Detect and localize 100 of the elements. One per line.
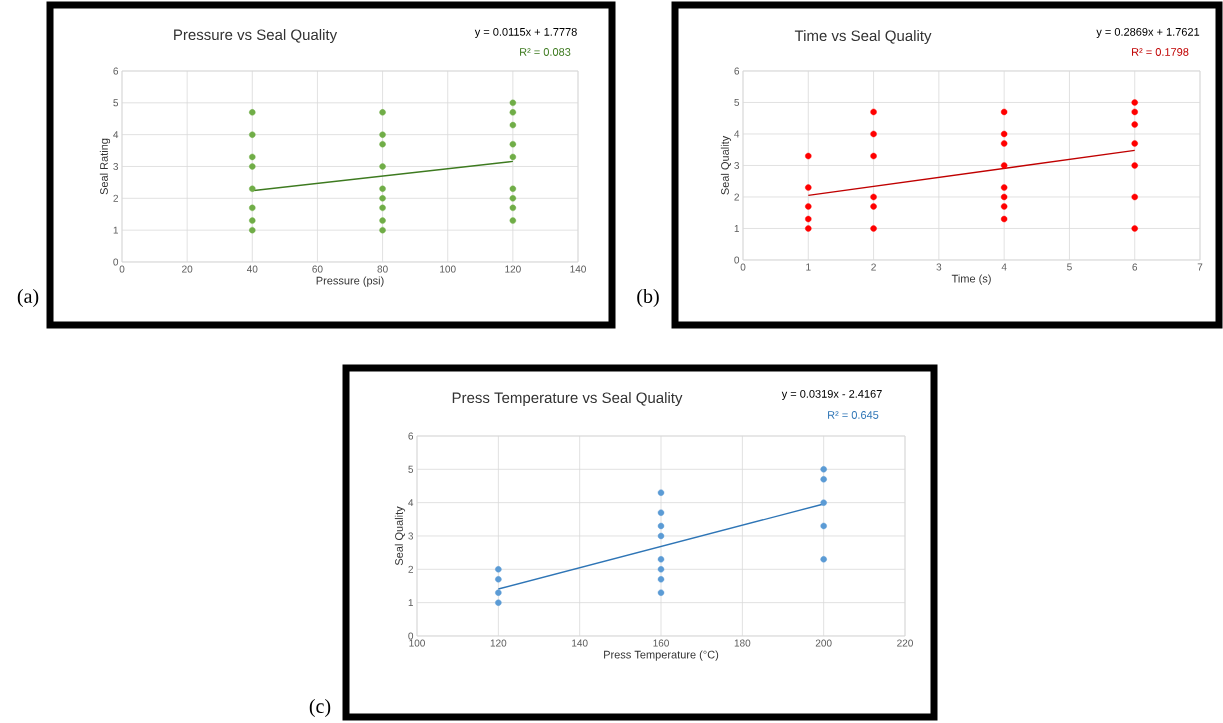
x-tick-label: 3 bbox=[936, 263, 942, 271]
point bbox=[657, 509, 665, 516]
point bbox=[495, 599, 502, 606]
point bbox=[379, 217, 386, 224]
y-tick-label: 2 bbox=[408, 565, 413, 573]
text: (c) bbox=[309, 698, 331, 718]
text: R² = 0.1798 bbox=[1132, 48, 1189, 56]
point bbox=[1131, 140, 1138, 147]
point bbox=[249, 185, 256, 192]
point bbox=[657, 589, 665, 596]
text: (b) bbox=[637, 288, 659, 308]
point bbox=[820, 466, 827, 473]
x-tick-label: 2 bbox=[871, 263, 876, 271]
point bbox=[509, 141, 517, 148]
y-tick-label: 5 bbox=[734, 99, 740, 106]
y-tick-label: 5 bbox=[113, 99, 119, 107]
y-tick-label: 3 bbox=[113, 162, 119, 171]
x-tick-label: 7 bbox=[1197, 263, 1203, 271]
point bbox=[657, 489, 665, 496]
point bbox=[1000, 130, 1008, 138]
point bbox=[657, 556, 665, 563]
x-tick-label: 120 bbox=[505, 265, 521, 273]
y-tick-label: 3 bbox=[734, 161, 740, 170]
y-tick-label: 5 bbox=[408, 465, 414, 473]
x-tick-label: 40 bbox=[246, 265, 258, 273]
y-axis-title: Seal Quality bbox=[394, 506, 406, 566]
point bbox=[379, 204, 386, 212]
point bbox=[379, 131, 386, 138]
point bbox=[1131, 162, 1138, 169]
point bbox=[805, 215, 812, 223]
point bbox=[509, 204, 517, 212]
point bbox=[1000, 193, 1008, 201]
point bbox=[1131, 108, 1138, 116]
x-tick-label: 160 bbox=[653, 639, 669, 647]
y-tick-label: 6 bbox=[734, 67, 740, 75]
point bbox=[657, 576, 665, 583]
text: R² = 0.645 bbox=[828, 411, 879, 419]
x-tick-label: 140 bbox=[570, 265, 586, 273]
point bbox=[870, 193, 877, 201]
point bbox=[379, 185, 386, 192]
point bbox=[379, 163, 386, 170]
x-tick-label: 60 bbox=[312, 265, 323, 273]
text: (a) bbox=[17, 288, 39, 308]
point bbox=[509, 185, 517, 192]
point bbox=[1131, 99, 1138, 106]
point bbox=[249, 153, 256, 161]
point bbox=[509, 121, 517, 129]
y-tick-label: 4 bbox=[734, 130, 740, 138]
y-tick-label: 6 bbox=[408, 432, 414, 440]
chart-title: Press Temperature vs Seal Quality bbox=[452, 392, 683, 406]
point bbox=[805, 225, 812, 232]
x-tick-label: 5 bbox=[1067, 263, 1072, 271]
text: y = 0.0319x - 2.4167 bbox=[781, 390, 882, 400]
point bbox=[495, 589, 502, 596]
point bbox=[870, 108, 877, 116]
point bbox=[1000, 184, 1008, 191]
point bbox=[805, 203, 812, 210]
chart-title: Pressure vs Seal Quality bbox=[174, 29, 338, 44]
point bbox=[249, 226, 256, 234]
x-tick-label: 20 bbox=[182, 265, 193, 273]
point bbox=[657, 566, 665, 573]
point bbox=[509, 109, 517, 116]
y-tick-label: 4 bbox=[408, 499, 414, 507]
point bbox=[1000, 203, 1008, 210]
y-tick-label: 6 bbox=[113, 67, 119, 75]
point bbox=[820, 499, 827, 506]
y-tick-label: 0 bbox=[408, 632, 414, 640]
y-tick-label: 0 bbox=[734, 256, 740, 264]
text: R² = 0.083 bbox=[520, 48, 571, 56]
y-tick-label: 1 bbox=[408, 599, 414, 607]
chart-title: Time vs Seal Quality bbox=[794, 30, 932, 44]
point bbox=[495, 576, 502, 583]
point bbox=[805, 184, 812, 191]
text: y = 0.2869x + 1.7621 bbox=[1096, 27, 1200, 38]
x-tick-label: 1 bbox=[806, 263, 811, 271]
y-tick-label: 1 bbox=[734, 225, 740, 232]
point bbox=[509, 153, 517, 161]
y-axis-title: Seal Quality bbox=[720, 135, 732, 195]
x-tick-label: 6 bbox=[1132, 263, 1138, 271]
x-tick-label: 200 bbox=[815, 639, 832, 647]
point bbox=[657, 522, 665, 530]
point bbox=[509, 195, 517, 202]
point bbox=[249, 217, 256, 224]
point bbox=[1131, 121, 1138, 128]
y-tick-label: 1 bbox=[113, 226, 119, 234]
point bbox=[1131, 225, 1138, 232]
point bbox=[249, 109, 256, 116]
point bbox=[379, 226, 386, 234]
point bbox=[1000, 215, 1008, 223]
point bbox=[870, 130, 877, 138]
x-tick-label: 0 bbox=[119, 265, 125, 273]
point bbox=[820, 476, 827, 483]
point bbox=[379, 141, 386, 148]
y-tick-label: 4 bbox=[113, 131, 119, 139]
point bbox=[495, 566, 502, 573]
point bbox=[509, 217, 517, 224]
x-tick-label: 4 bbox=[1001, 263, 1007, 271]
point bbox=[1000, 162, 1008, 169]
y-tick-label: 0 bbox=[113, 258, 119, 266]
x-tick-label: 80 bbox=[377, 265, 388, 273]
